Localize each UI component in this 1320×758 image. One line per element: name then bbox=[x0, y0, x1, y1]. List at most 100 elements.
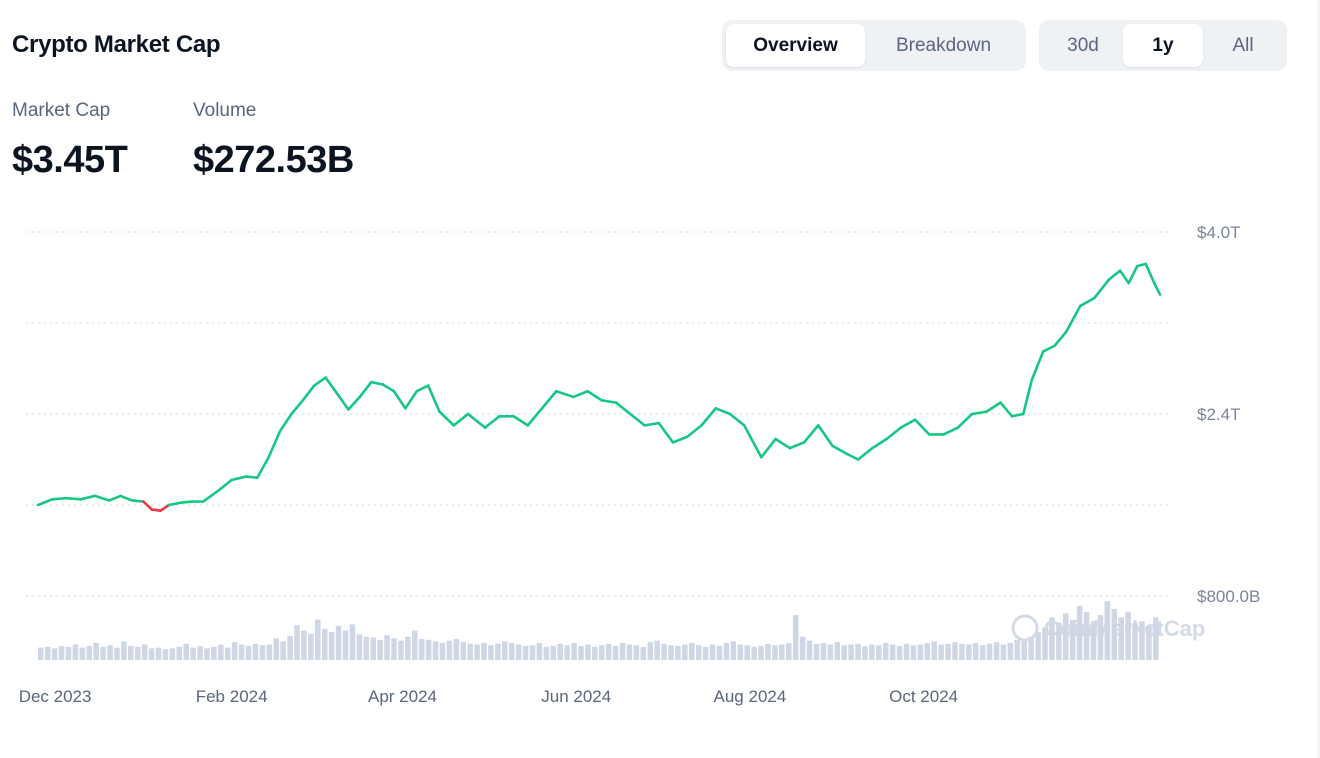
volume-bar bbox=[1097, 615, 1104, 660]
price-segment-up bbox=[984, 401, 1002, 414]
price-segment-down bbox=[159, 503, 171, 512]
volume-bar bbox=[342, 630, 349, 660]
volume-bar bbox=[502, 641, 508, 660]
price-segment-up bbox=[1041, 344, 1056, 353]
price-segment-up bbox=[278, 412, 293, 433]
volume-bar bbox=[245, 646, 252, 660]
price-segment-up bbox=[540, 389, 558, 410]
volume-bar bbox=[259, 645, 266, 660]
volume-bar bbox=[266, 644, 273, 660]
range-30d-button[interactable]: 30d bbox=[1067, 34, 1099, 56]
market-cap-chart[interactable]: $4.0T$2.4T$800.0B CoinMarketCap Dec 2023… bbox=[0, 200, 1300, 720]
volume-bar bbox=[439, 642, 446, 660]
volume-bar bbox=[1042, 627, 1048, 660]
volume-bar bbox=[751, 646, 757, 660]
price-segment-up bbox=[671, 435, 689, 444]
volume-bar bbox=[1083, 611, 1090, 660]
price-segment-up bbox=[267, 429, 282, 459]
price-segment-up bbox=[438, 410, 456, 427]
price-segment-up bbox=[466, 412, 487, 429]
volume-bar bbox=[432, 641, 439, 660]
volume-bar bbox=[765, 643, 771, 660]
price-segment-up bbox=[50, 496, 68, 501]
volume-bar bbox=[474, 644, 480, 660]
range-1y-button[interactable]: 1y bbox=[1123, 24, 1203, 67]
volume-bar bbox=[107, 645, 113, 660]
volume-bar bbox=[723, 642, 730, 660]
volume-label: Volume bbox=[193, 100, 257, 121]
volume-bar bbox=[238, 644, 245, 660]
price-segment-up bbox=[230, 475, 248, 482]
price-segment-up bbox=[1030, 350, 1045, 382]
volume-bar bbox=[287, 635, 293, 660]
price-segment-up bbox=[290, 399, 305, 416]
price-segment-up bbox=[728, 412, 746, 427]
y-tick-label: $800.0B bbox=[1197, 587, 1260, 606]
price-segment-up bbox=[600, 399, 618, 404]
price-segment-up bbox=[1010, 412, 1025, 418]
volume-bar bbox=[121, 641, 127, 660]
view-toggle: Overview Breakdown bbox=[722, 20, 1026, 71]
volume-bar bbox=[391, 638, 397, 660]
volume-bar bbox=[398, 640, 404, 660]
price-segment-up bbox=[831, 444, 849, 456]
price-segment-down bbox=[142, 500, 154, 511]
volume-bar bbox=[1056, 622, 1062, 660]
price-segment-up bbox=[1153, 281, 1162, 296]
volume-bar bbox=[876, 645, 882, 660]
panel-edge bbox=[1316, 0, 1320, 758]
volume-bar bbox=[605, 643, 612, 660]
range-all-button[interactable]: All bbox=[1232, 34, 1254, 56]
tab-breakdown[interactable]: Breakdown bbox=[895, 34, 992, 56]
volume-bar bbox=[924, 642, 931, 660]
price-segment-up bbox=[301, 384, 316, 402]
volume-bar bbox=[44, 646, 51, 660]
volume-bar bbox=[986, 643, 993, 660]
price-segment-up bbox=[167, 501, 182, 507]
price-segment-up bbox=[970, 410, 988, 416]
price-segment-up bbox=[255, 455, 270, 480]
volume-bar bbox=[599, 645, 605, 660]
volume-bar bbox=[183, 643, 189, 660]
volume-bar bbox=[446, 640, 453, 660]
volume-bar bbox=[675, 646, 681, 660]
volume-bar bbox=[294, 625, 300, 660]
volume-bar bbox=[979, 645, 986, 660]
volume-bar bbox=[910, 645, 917, 660]
volume-bar bbox=[134, 646, 141, 660]
volume-bar bbox=[51, 648, 58, 660]
volume-bar bbox=[827, 644, 834, 660]
volume-bar bbox=[973, 642, 979, 660]
volume-bar bbox=[204, 648, 210, 660]
x-tick-label: Dec 2023 bbox=[19, 687, 92, 706]
volume-bar bbox=[335, 625, 342, 660]
volume-bar bbox=[425, 639, 432, 660]
volume-bar bbox=[834, 642, 841, 660]
volume-bar bbox=[384, 635, 390, 660]
price-segment-up bbox=[802, 424, 820, 444]
volume-bar bbox=[550, 646, 557, 660]
price-segment-up bbox=[714, 407, 732, 416]
volume-bar bbox=[488, 645, 494, 660]
price-segment-up bbox=[93, 494, 111, 502]
volume-bar bbox=[640, 646, 647, 660]
volume-value: $272.53B bbox=[193, 139, 354, 181]
price-segment-up bbox=[79, 494, 97, 501]
price-segment-up bbox=[347, 395, 362, 411]
volume-bar bbox=[1069, 619, 1076, 660]
price-segment-up bbox=[1118, 269, 1130, 285]
x-tick-label: Apr 2024 bbox=[368, 687, 437, 706]
x-tick-label: Oct 2024 bbox=[889, 687, 958, 706]
price-segment-up bbox=[369, 380, 384, 386]
volume-bar bbox=[315, 619, 321, 660]
volume-bar bbox=[467, 643, 473, 660]
volume-bar bbox=[848, 644, 854, 660]
tab-overview[interactable]: Overview bbox=[726, 24, 865, 67]
volume-bar bbox=[716, 646, 723, 660]
y-tick-label: $2.4T bbox=[1197, 405, 1240, 424]
volume-bar bbox=[612, 646, 619, 660]
volume-bar bbox=[176, 646, 183, 660]
price-segment-up bbox=[586, 389, 604, 402]
price-segment-up bbox=[312, 376, 327, 387]
volume-bar bbox=[79, 647, 86, 660]
